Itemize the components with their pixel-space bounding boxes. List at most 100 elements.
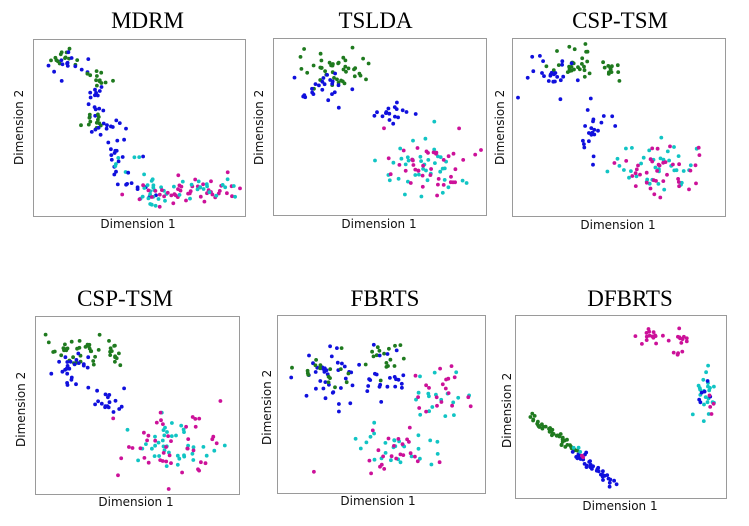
scatter-point-cyan xyxy=(460,178,465,183)
scatter-point-magenta xyxy=(461,158,466,162)
scatter-point-cyan xyxy=(456,395,461,400)
scatter-point-blue xyxy=(601,114,606,118)
scatter-point-blue xyxy=(387,118,392,122)
scatter-point-blue xyxy=(372,113,377,118)
scatter-point-magenta xyxy=(370,428,375,433)
scatter-point-green xyxy=(305,70,310,75)
scatter-point-blue xyxy=(79,67,84,72)
scatter-point-cyan xyxy=(137,155,142,159)
scatter-point-blue xyxy=(141,154,145,159)
scatter-point-green xyxy=(371,354,376,359)
scatter-point-green xyxy=(350,45,355,50)
scatter-plot xyxy=(43,332,227,491)
scatter-point-magenta xyxy=(166,487,171,491)
scatter-point-blue xyxy=(590,130,595,135)
scatter-point-blue xyxy=(109,157,114,162)
scatter-point-magenta xyxy=(397,163,402,167)
scatter-point-blue xyxy=(65,383,70,387)
scatter-point-magenta xyxy=(199,460,203,465)
scatter-point-blue xyxy=(307,353,311,358)
scatter-point-green xyxy=(346,66,351,71)
scatter-point-magenta xyxy=(417,406,422,410)
scatter-point-magenta xyxy=(624,159,629,163)
scatter-point-magenta xyxy=(160,188,164,193)
scatter-point-blue xyxy=(592,127,597,132)
scatter-point-blue xyxy=(413,112,418,116)
scatter-point-magenta xyxy=(630,174,635,178)
scatter-point-magenta xyxy=(468,404,473,409)
scatter-point-magenta xyxy=(394,456,399,461)
scatter-point-blue xyxy=(599,120,604,125)
scatter-point-blue xyxy=(379,400,384,404)
scatter-point-cyan xyxy=(207,190,212,195)
scatter-point-blue xyxy=(392,375,397,379)
scatter-point-blue xyxy=(558,97,563,102)
scatter-point-magenta xyxy=(451,151,456,156)
scatter-point-blue xyxy=(98,132,103,137)
scatter-point-cyan xyxy=(190,451,195,456)
scatter-point-cyan xyxy=(409,454,414,459)
scatter-point-blue xyxy=(588,459,592,463)
scatter-point-magenta xyxy=(111,416,116,421)
scatter-point-cyan xyxy=(116,156,121,160)
scatter-point-blue xyxy=(322,82,327,87)
scatter-point-blue xyxy=(377,353,382,358)
scatter-point-blue xyxy=(530,54,535,59)
scatter-point-blue xyxy=(388,376,392,380)
scatter-point-cyan xyxy=(418,412,423,417)
scatter-point-cyan xyxy=(421,167,425,171)
scatter-point-blue xyxy=(65,60,70,65)
scatter-point-blue xyxy=(396,377,401,382)
scatter-point-green xyxy=(541,424,545,429)
scatter-point-blue xyxy=(610,114,615,119)
scatter-point-blue xyxy=(393,384,398,389)
scatter-point-blue xyxy=(555,75,560,79)
scatter-point-green xyxy=(306,373,311,377)
scatter-point-blue xyxy=(292,75,297,80)
scatter-point-magenta xyxy=(420,173,425,178)
scatter-point-magenta xyxy=(650,159,655,164)
x-axis-label: Dimension 1 xyxy=(340,494,416,508)
scatter-point-blue xyxy=(575,78,580,83)
x-axis-label: Dimension 1 xyxy=(98,495,174,509)
scatter-point-magenta xyxy=(376,448,381,453)
scatter-point-cyan xyxy=(220,183,225,187)
scatter-point-magenta xyxy=(473,152,478,157)
scatter-point-cyan xyxy=(222,443,227,448)
scatter-point-magenta xyxy=(634,167,639,172)
scatter-point-cyan xyxy=(389,458,393,463)
scatter-point-magenta xyxy=(127,445,131,449)
scatter-point-magenta xyxy=(169,461,173,465)
scatter-point-blue xyxy=(391,121,396,126)
scatter-point-cyan xyxy=(387,178,392,183)
scatter-point-green xyxy=(559,442,564,447)
scatter-point-green xyxy=(63,342,67,347)
scatter-point-magenta xyxy=(436,177,441,181)
scatter-point-magenta xyxy=(185,446,190,451)
scatter-point-green xyxy=(374,353,379,358)
scatter-point-magenta xyxy=(408,451,413,456)
scatter-point-cyan xyxy=(175,462,180,467)
scatter-point-cyan xyxy=(464,181,469,185)
scatter-point-magenta xyxy=(429,167,433,171)
scatter-point-cyan xyxy=(411,138,415,143)
scatter-point-magenta xyxy=(396,437,401,441)
scatter-plot xyxy=(516,42,702,200)
scatter-point-magenta xyxy=(400,442,405,446)
scatter-point-blue xyxy=(587,139,591,144)
scatter-point-magenta xyxy=(120,192,125,197)
scatter-point-blue xyxy=(350,87,355,92)
scatter-point-green xyxy=(341,67,346,72)
scatter-point-cyan xyxy=(162,433,167,438)
scatter-point-cyan xyxy=(690,412,695,417)
scatter-point-magenta xyxy=(142,456,147,460)
scatter-point-cyan xyxy=(425,178,430,183)
scatter-point-blue xyxy=(72,362,77,367)
scatter-point-cyan xyxy=(627,175,631,180)
scatter-point-blue xyxy=(96,125,101,130)
scatter-point-green xyxy=(51,350,56,354)
scatter-point-magenta xyxy=(434,395,439,400)
x-axis-label: Dimension 1 xyxy=(582,499,658,513)
scatter-point-green xyxy=(377,348,382,353)
scatter-point-blue xyxy=(73,64,78,69)
